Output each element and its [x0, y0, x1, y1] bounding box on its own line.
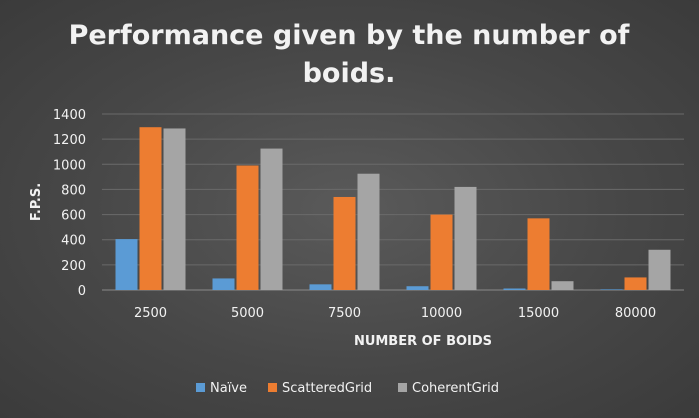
- y-tick-label: 1000: [53, 158, 86, 173]
- x-axis-title: NUMBER OF BOIDS: [354, 334, 492, 349]
- x-axis-ticks: 2500 5000 7500 10000 15000 80000: [134, 306, 656, 321]
- bar-nave-15000: [503, 288, 526, 290]
- y-tick-label: 200: [61, 259, 86, 274]
- chart-title-line-1: Performance given by the number of: [69, 20, 630, 51]
- bar-scatteredgrid-2500: [139, 127, 162, 290]
- bar-coherentgrid-7500: [357, 173, 380, 290]
- x-tick-label: 7500: [328, 306, 361, 321]
- legend: Naïve ScatteredGrid CoherentGrid: [196, 381, 499, 396]
- bar-scatteredgrid-80000: [624, 277, 647, 290]
- bar-nave-7500: [309, 284, 332, 290]
- legend-swatch: [268, 383, 277, 392]
- x-tick-label: 10000: [421, 306, 462, 321]
- chart-title-line-2: boids.: [303, 58, 396, 89]
- gridlines: [102, 113, 684, 291]
- legend-swatch: [398, 383, 407, 392]
- bar-scatteredgrid-10000: [430, 214, 453, 290]
- bar-scatteredgrid-5000: [236, 165, 259, 290]
- bar-coherentgrid-2500: [163, 128, 186, 290]
- legend-label: CoherentGrid: [412, 381, 499, 396]
- y-axis-title: F.P.S.: [29, 183, 44, 221]
- bar-coherentgrid-80000: [648, 249, 671, 290]
- y-tick-label: 600: [61, 209, 86, 224]
- y-tick-label: 400: [61, 234, 86, 249]
- bar-nave-10000: [406, 286, 429, 290]
- bar-scatteredgrid-15000: [527, 218, 550, 290]
- bar-coherentgrid-5000: [260, 148, 283, 290]
- y-tick-label: 0: [78, 284, 86, 299]
- bar-coherentgrid-10000: [454, 186, 477, 290]
- bar-scatteredgrid-7500: [333, 196, 356, 290]
- y-axis-ticks: 0 200 400 600 800 1000 1200 1400: [53, 108, 86, 299]
- bar-nave-5000: [212, 278, 235, 290]
- y-tick-label: 800: [61, 183, 86, 198]
- x-tick-label: 2500: [134, 306, 167, 321]
- chart-title: Performance given by the number of boids…: [69, 20, 630, 89]
- bar-nave-2500: [115, 239, 138, 290]
- bars: [115, 127, 671, 290]
- x-tick-label: 5000: [231, 306, 264, 321]
- bar-nave-80000: [600, 289, 623, 290]
- bar-coherentgrid-15000: [551, 281, 574, 290]
- legend-label: Naïve: [210, 381, 247, 396]
- legend-swatch: [196, 383, 205, 392]
- y-tick-label: 1200: [53, 133, 86, 148]
- x-tick-label: 15000: [518, 306, 559, 321]
- x-tick-label: 80000: [615, 306, 656, 321]
- legend-label: ScatteredGrid: [282, 381, 372, 396]
- y-tick-label: 1400: [53, 108, 86, 123]
